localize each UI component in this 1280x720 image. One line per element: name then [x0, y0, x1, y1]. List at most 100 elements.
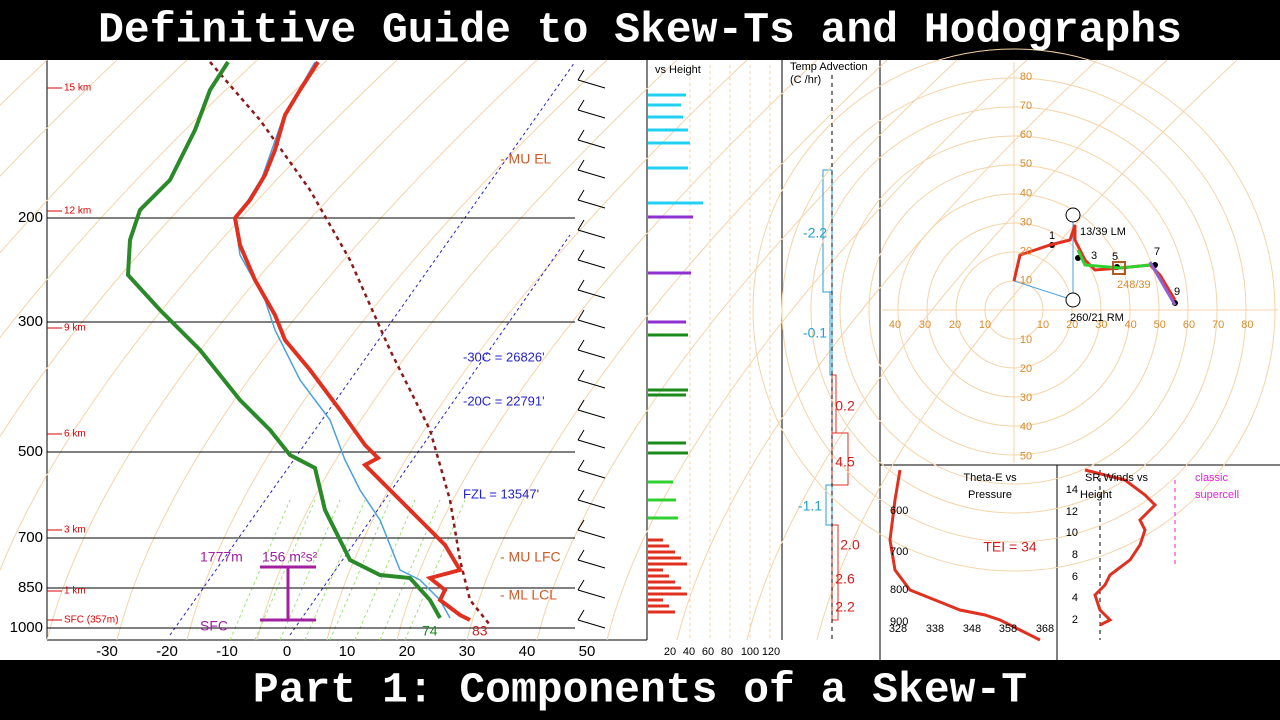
advection-value: -0.1 — [803, 325, 827, 341]
axis-label: 30 — [1020, 392, 1032, 404]
wind-barb — [577, 199, 606, 209]
annotation: 83 — [472, 623, 488, 639]
axis-label: 70 — [1212, 319, 1224, 331]
wind-barb — [577, 469, 606, 479]
hodograph-trace — [1148, 261, 1177, 306]
header-bar — [0, 0, 1280, 60]
axis-label: 20 — [664, 646, 676, 658]
storm-motion — [1112, 261, 1126, 275]
wind-barb — [577, 369, 585, 381]
axis-label: 60 — [1020, 129, 1032, 141]
wind-barb — [577, 99, 585, 111]
annotation: 1777m — [200, 549, 243, 565]
advection-box — [825, 484, 833, 526]
axis-label: 338 — [926, 623, 944, 635]
advection-value: 4.5 — [835, 454, 855, 470]
virtual-temp-trace — [234, 61, 451, 619]
dewpoint-trace — [125, 60, 442, 619]
hodo-point-label: 5 — [1112, 251, 1118, 263]
guide — [0, 59, 118, 177]
theta-e-trace — [888, 469, 1041, 642]
axis-label: 328 — [889, 623, 907, 635]
title: Definitive Guide to Skew-Ts and Hodograp… — [98, 5, 1182, 54]
wind-barb — [577, 339, 585, 351]
temperature-label: 30 — [459, 643, 476, 660]
pressure-label: 500 — [18, 443, 43, 460]
axis-label: 20 — [1020, 246, 1032, 258]
annotation: 74 — [422, 623, 438, 639]
axis-label: 120 — [762, 646, 780, 658]
hodo-point-label: 3 — [1091, 250, 1097, 262]
guide — [326, 59, 748, 641]
axis-label: 60 — [1183, 319, 1195, 331]
axis-label: 80 — [1020, 71, 1032, 83]
advection-value: -1.1 — [798, 498, 822, 514]
axis-label: 30 — [919, 319, 931, 331]
temperature-label: 0 — [283, 643, 291, 660]
panel-title: Temp Advection — [790, 61, 868, 73]
wind-barb — [577, 589, 606, 599]
advection-value: 2.6 — [835, 571, 855, 587]
guide — [256, 59, 678, 641]
axis-label: 14 — [1066, 484, 1078, 496]
temperature-trace — [232, 60, 471, 622]
height-label: 15 km — [64, 83, 91, 94]
axis-label: 40 — [683, 646, 695, 658]
pressure-label: 1000 — [10, 619, 43, 636]
annotation: -20C = 22791' — [463, 393, 545, 408]
advection-value: 2.2 — [835, 599, 855, 615]
axis-label: 368 — [1036, 623, 1054, 635]
temperature-label: 50 — [579, 643, 596, 660]
wind-barb — [577, 169, 606, 179]
axis-label: 80 — [721, 646, 733, 658]
footer-bar — [0, 660, 1280, 720]
wind-barb — [577, 379, 606, 389]
hodograph-trace — [1076, 249, 1151, 270]
pressure-label: 700 — [18, 529, 43, 546]
hodo-point-label: 9 — [1174, 286, 1180, 298]
guide — [0, 59, 258, 339]
wind-barb — [577, 129, 585, 141]
axis-label: 800 — [890, 584, 908, 596]
rm-marker — [1065, 292, 1081, 308]
panel-title: SR Winds vs — [1085, 472, 1148, 484]
panel-title: vs Height — [655, 64, 701, 76]
traces — [125, 60, 1177, 642]
axis-label: 20 — [949, 319, 961, 331]
guide — [229, 499, 291, 641]
hodo-annotation: 248/39 — [1117, 279, 1151, 291]
axis-label: 50 — [1154, 319, 1166, 331]
advection-value: -2.2 — [803, 225, 827, 241]
hodo-annotation: 13/39 LM — [1080, 226, 1126, 238]
guide — [289, 234, 571, 636]
axis-label: 40 — [1020, 421, 1032, 433]
axis-label: 80 — [1241, 319, 1253, 331]
wind-barb — [577, 159, 585, 171]
axis-label: 10 — [1020, 334, 1032, 346]
axis-label: 10 — [979, 319, 991, 331]
axis-label: 50 — [1020, 158, 1032, 170]
lm-marker — [1065, 207, 1081, 223]
advection-value: 2.0 — [840, 537, 860, 553]
height-label: 1 km — [64, 586, 86, 597]
axis-label: 30 — [1095, 319, 1107, 331]
wind-barb — [577, 499, 606, 509]
temperature-label: -10 — [216, 643, 238, 660]
panel-title: Height — [1080, 489, 1112, 501]
axis-label: 40 — [889, 319, 901, 331]
axis-label: 30 — [1020, 216, 1032, 228]
wind-barb — [577, 79, 606, 89]
guide — [0, 59, 328, 438]
wind-barb — [577, 489, 585, 501]
axis-label: 8 — [1072, 549, 1078, 561]
axis-label: 10 — [1020, 275, 1032, 287]
hodo-point-label: 7 — [1154, 246, 1160, 258]
temperature-label: -30 — [96, 643, 118, 660]
height-label: 9 km — [64, 323, 86, 334]
guide — [304, 499, 366, 641]
note: classic — [1195, 472, 1229, 484]
height-label: 6 km — [64, 429, 86, 440]
wind-barb — [577, 309, 585, 321]
wind-barb — [577, 319, 606, 329]
axis-label: 358 — [999, 623, 1017, 635]
